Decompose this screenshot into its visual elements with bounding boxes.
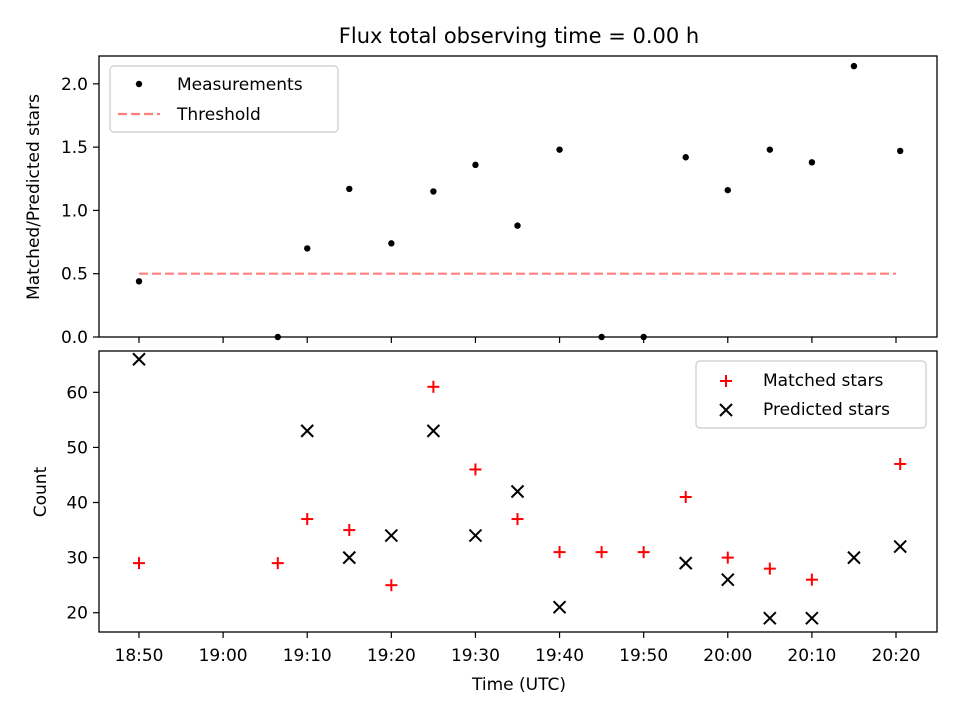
- legend-predicted-label: Predicted stars: [763, 400, 890, 420]
- bottom-y-axis: 20 30 40 50 60: [66, 383, 99, 624]
- predicted-star-point: [805, 611, 819, 625]
- measurement-point: [897, 147, 904, 155]
- measurement-point: [430, 188, 437, 195]
- bottom-y-axis-label: Count: [31, 466, 51, 517]
- x-tick-label: 19:40: [535, 646, 584, 666]
- top-y-tick-label: 1.5: [61, 138, 88, 158]
- legend-measurements-label: Measurements: [177, 75, 303, 95]
- matched-star-point: [553, 546, 566, 559]
- measurement-point: [556, 146, 563, 153]
- predicted-star-point: [342, 550, 356, 565]
- measurement-point: [472, 161, 479, 169]
- x-tick-label: 19:50: [619, 646, 668, 666]
- top-y-tick-label: 1.0: [61, 201, 88, 221]
- measurement-point: [682, 154, 689, 161]
- top-panel: 0.00.51.01.52.0 Matched/Predicted stars …: [24, 55, 938, 348]
- top-legend-box: [109, 65, 339, 133]
- measurement-point: [274, 333, 281, 341]
- matched-star-point: [385, 579, 398, 592]
- x-tick-label: 20:10: [787, 646, 836, 666]
- legend-measurements-marker: [135, 80, 143, 88]
- measurement-point: [514, 222, 521, 229]
- matched-star-point: [271, 557, 284, 570]
- x-tick-label: 19:00: [199, 646, 248, 666]
- top-y-axis: 0.0 0.5 1.0 1.5 2.0: [61, 75, 99, 348]
- predicted-star-point: [384, 528, 399, 543]
- bottom-y-tick-label: 20: [66, 604, 88, 624]
- measurement-point: [304, 245, 311, 252]
- bottom-x-axis: 18:50 19:00 19:10 19:20 19:30 19:40 19:50 20:00…: [115, 632, 921, 666]
- measurement-point: [598, 333, 605, 341]
- measurement-point: [724, 186, 731, 194]
- measurement-point: [135, 278, 143, 285]
- top-y-tick-label: 0.5: [61, 265, 88, 285]
- measurement-point: [850, 62, 858, 70]
- matched-star-point: [469, 463, 482, 476]
- legend-predicted-marker: [719, 403, 733, 417]
- top-series: [135, 62, 904, 341]
- top-legend: Measurements Threshold: [109, 65, 339, 133]
- top-y-tick-label: 2.0: [61, 75, 88, 95]
- x-tick-label: 19:20: [367, 646, 416, 666]
- bottom-y-tick-label: 30: [66, 549, 88, 569]
- measurement-point: [808, 159, 816, 166]
- matched-star-point: [133, 557, 145, 570]
- top-y-axis-label: Matched/Predicted stars: [24, 94, 44, 300]
- bottom-y-tick-label: 40: [66, 494, 88, 514]
- predicted-star-point: [679, 556, 693, 570]
- chart-title: Flux total observing time = 0.00 h: [339, 24, 699, 48]
- bottom-legend: Matched stars Predicted stars: [695, 360, 927, 429]
- matched-star-point: [595, 546, 608, 559]
- matched-star-point: [511, 513, 524, 526]
- legend-matched-label: Matched stars: [763, 371, 883, 391]
- predicted-star-point: [763, 611, 777, 625]
- bottom-y-tick-label: 60: [66, 383, 88, 403]
- measurement-point: [640, 333, 647, 341]
- x-tick-label: 20:20: [872, 646, 921, 666]
- top-y-tick-label: 0.0: [61, 328, 88, 348]
- x-tick-label: 20:00: [703, 646, 752, 666]
- measurement-point: [346, 185, 353, 193]
- matched-star-point: [343, 524, 356, 537]
- x-tick-label: 19:30: [451, 646, 500, 666]
- measurement-point: [766, 146, 774, 153]
- predicted-star-point: [132, 352, 146, 366]
- matched-star-point: [805, 573, 818, 586]
- x-tick-label: 18:50: [115, 646, 164, 666]
- bottom-panel: 20 30 40 50 60 18:50 19:00 19:10 19:20 19:30 19:4…: [31, 350, 938, 695]
- predicted-star-point: [468, 528, 483, 543]
- matched-star-point: [427, 380, 440, 393]
- matched-star-point: [679, 491, 692, 504]
- predicted-star-point: [300, 424, 314, 438]
- matched-star-point: [721, 551, 734, 564]
- matched-star-point: [763, 562, 776, 575]
- predicted-star-point: [510, 484, 525, 499]
- predicted-star-point: [426, 424, 441, 438]
- legend-threshold-label: Threshold: [176, 105, 261, 125]
- matched-star-point: [894, 457, 907, 470]
- matched-star-point: [637, 546, 650, 559]
- bottom-legend-box: [695, 360, 927, 429]
- x-tick-label: 19:10: [283, 646, 332, 666]
- matched-star-point: [301, 513, 314, 526]
- x-axis-label: Time (UTC): [471, 675, 566, 695]
- top-x-ticks: [138, 337, 897, 343]
- predicted-star-point: [721, 572, 735, 587]
- predicted-star-point: [847, 550, 861, 565]
- predicted-star-point: [893, 539, 907, 554]
- bottom-y-tick-label: 50: [66, 438, 88, 458]
- legend-matched-marker: [720, 375, 732, 387]
- predicted-star-point: [552, 600, 567, 614]
- measurement-point: [388, 240, 395, 247]
